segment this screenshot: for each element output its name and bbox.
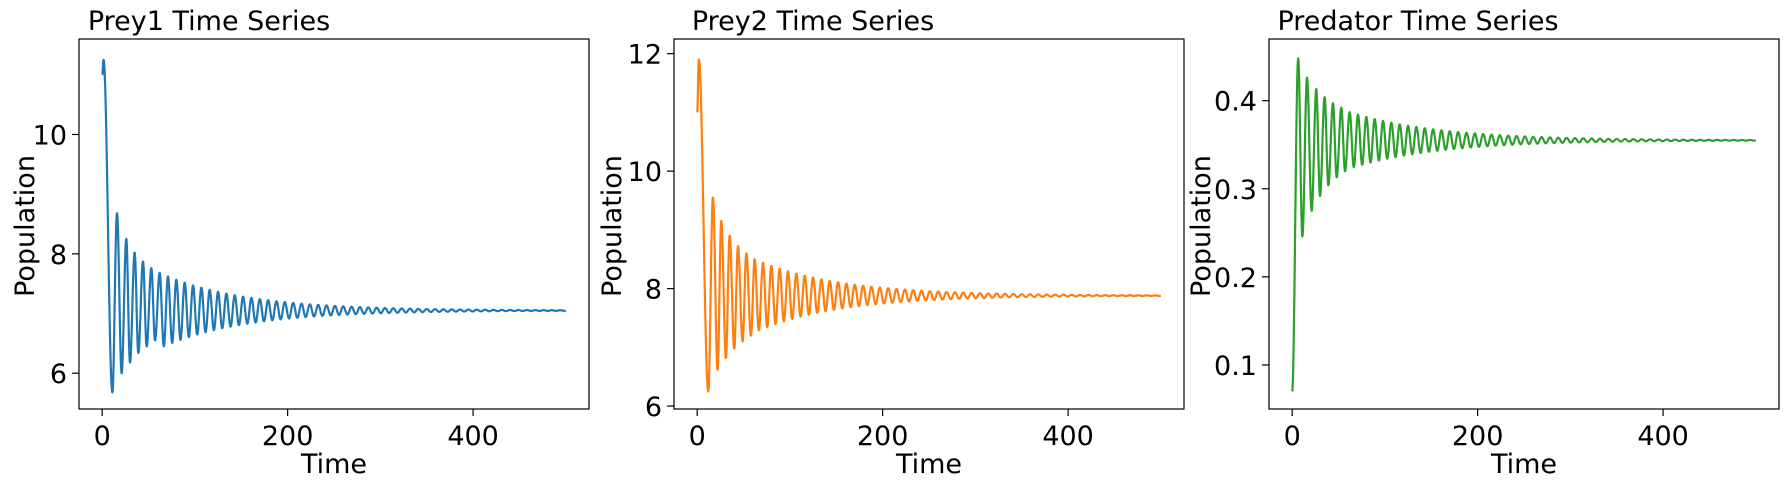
panel-predator-y-tick-label: 0.3 (1214, 175, 1257, 206)
panel-prey2-y-tick-label: 12 (628, 40, 662, 71)
panel-prey1-y-tick-label: 10 (33, 120, 67, 151)
panel-predator-y-tick-label: 0.2 (1214, 263, 1257, 294)
panel-prey2-x-axis-label: Time (895, 449, 962, 480)
panel-prey2-y-tick-label: 8 (645, 275, 662, 306)
panel-prey2-y-axis-label: Population (597, 155, 628, 297)
panel-predator-x-tick-label: 400 (1637, 421, 1689, 452)
panel-prey1-y-axis-label: Population (10, 155, 41, 297)
panel-prey2-title: Prey2 Time Series (692, 6, 934, 37)
panel-predator-plot-area: 0 200 400 0.1 0.2 0.3 0.4 (1214, 38, 1780, 452)
panel-prey2-x-tick-label: 200 (857, 421, 909, 452)
panel-predator-x-tick-label: 200 (1452, 421, 1504, 452)
panel-prey1-axes-frame (78, 38, 590, 410)
panel-prey2-axes-frame (673, 38, 1185, 410)
panel-prey2-series-line-0 (696, 58, 1162, 393)
panel-predator-y-tick-label: 0.1 (1214, 351, 1257, 382)
panel-prey1-title: Prey1 Time Series (88, 6, 330, 37)
panel-prey1: Prey1 Time Series 0 200 400 6 8 10 Time Popul… (10, 6, 590, 480)
panel-prey2: Prey2 Time Series 0 200 400 6 8 10 12 Time Pop… (597, 6, 1185, 480)
panel-prey1-x-axis-label: Time (300, 449, 367, 480)
panel-predator-x-axis-label: Time (1490, 449, 1557, 480)
panel-prey1-x-tick-label: 0 (94, 421, 111, 452)
panel-prey2-y-tick-label: 10 (628, 157, 662, 188)
panel-predator-y-tick-label: 0.4 (1214, 87, 1257, 118)
panel-prey1-series-line-0 (101, 58, 567, 394)
panel-prey2-y-tick-label: 6 (645, 392, 662, 423)
panel-predator-title: Predator Time Series (1277, 6, 1558, 37)
panel-prey1-x-tick-label: 400 (447, 421, 499, 452)
panel-predator-y-axis-label: Population (1186, 155, 1217, 297)
panel-prey2-x-tick-label: 400 (1042, 421, 1094, 452)
panel-predator: Predator Time Series 0 200 400 0.1 0.2 0.3 0.4… (1186, 6, 1780, 480)
panel-prey1-plot-area: 0 200 400 6 8 10 (33, 38, 590, 452)
panel-predator-axes-frame (1268, 38, 1780, 410)
panel-prey2-x-tick-label: 0 (689, 421, 706, 452)
panel-predator-x-tick-label: 0 (1284, 421, 1301, 452)
panel-prey1-y-tick-label: 8 (50, 240, 67, 271)
panel-prey1-x-tick-label: 200 (262, 421, 314, 452)
panel-predator-series-line-0 (1291, 57, 1757, 393)
panel-prey2-plot-area: 0 200 400 6 8 10 12 (628, 38, 1185, 452)
panel-prey1-y-tick-label: 6 (50, 359, 67, 390)
